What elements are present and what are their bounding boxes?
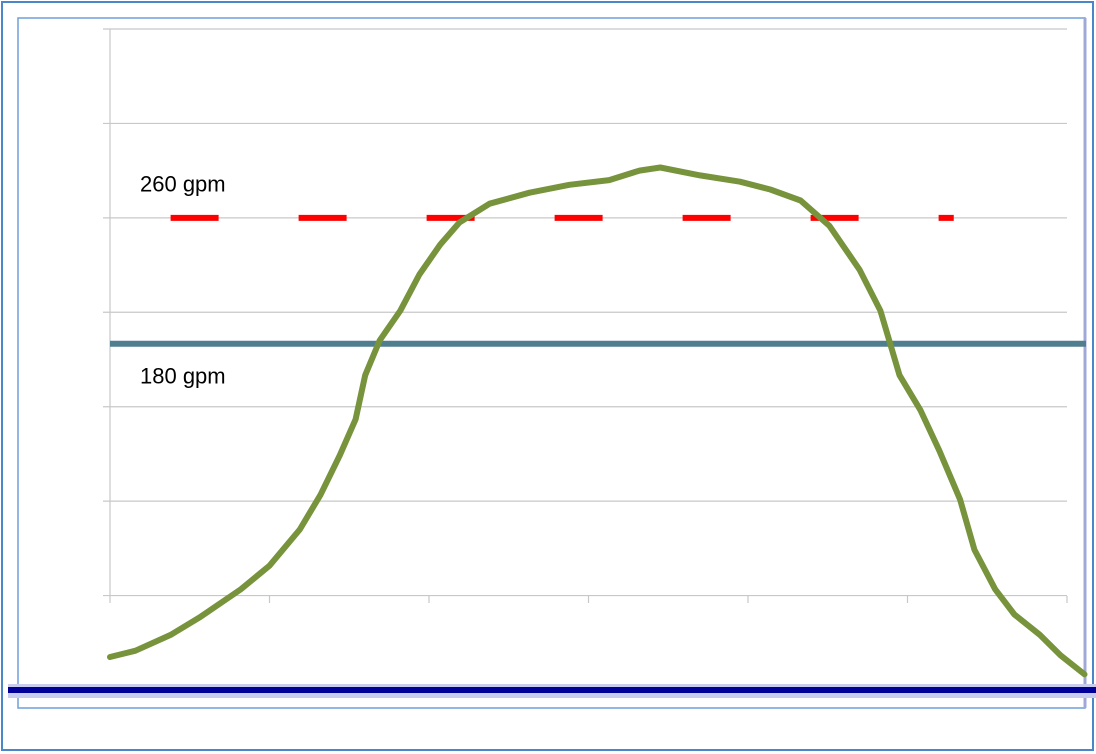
- reference-label: 260 gpm: [140, 172, 226, 197]
- plot-area: 260 gpm 180 gpm: [103, 28, 1088, 678]
- data-line: [107, 164, 1088, 678]
- base-line: [8, 687, 1096, 693]
- reference-label: 180 gpm: [140, 364, 226, 389]
